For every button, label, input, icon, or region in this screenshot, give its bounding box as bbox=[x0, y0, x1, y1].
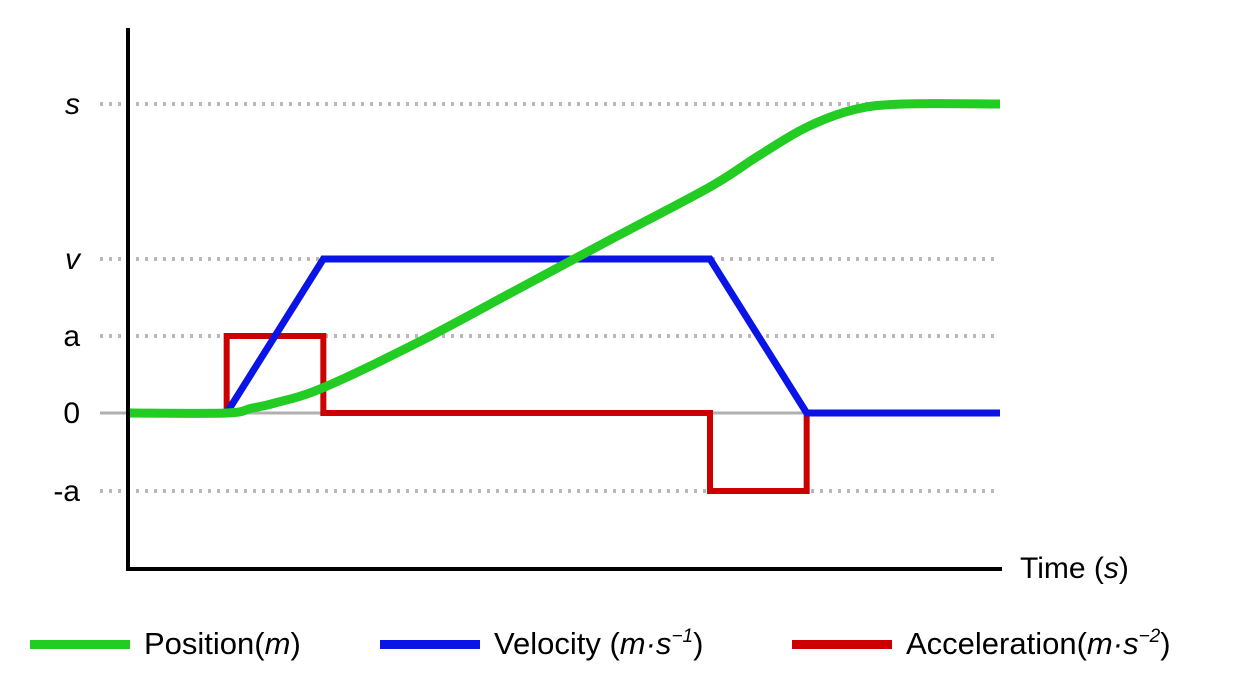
y-tick-label-2: a bbox=[63, 320, 80, 353]
y-tick-label-3: 0 bbox=[63, 397, 80, 430]
y-tick-label-1: v bbox=[65, 243, 82, 276]
legend-swatch-acceleration bbox=[792, 639, 892, 649]
series-line-acceleration bbox=[130, 333, 810, 494]
series-lines bbox=[129, 99, 1001, 494]
y-tick-labels: s v a 0 -a bbox=[53, 88, 82, 508]
legend-swatch-velocity bbox=[380, 639, 480, 649]
legend-item-position: Position(m) bbox=[30, 624, 301, 664]
legend-label-velocity: Velocity (m·s−1) bbox=[494, 626, 704, 661]
series-line-position bbox=[129, 99, 1001, 418]
legend-item-velocity: Velocity (m·s−1) bbox=[380, 624, 703, 664]
legend: Position(m) Velocity (m·s−1) Acceleratio… bbox=[0, 610, 1243, 690]
legend-item-acceleration: Acceleration(m·s−2) bbox=[792, 624, 1171, 664]
y-tick-label-0: s bbox=[65, 88, 80, 121]
grid-lines bbox=[100, 102, 995, 493]
legend-label-position: Position(m) bbox=[144, 626, 301, 661]
legend-label-acceleration: Acceleration(m·s−2) bbox=[906, 626, 1171, 661]
legend-swatch-position bbox=[30, 639, 130, 649]
y-tick-label-4: -a bbox=[53, 475, 80, 508]
x-axis-title: Time (s) bbox=[1020, 552, 1129, 585]
chart: s v a 0 -a Time (s) bbox=[53, 28, 1129, 585]
